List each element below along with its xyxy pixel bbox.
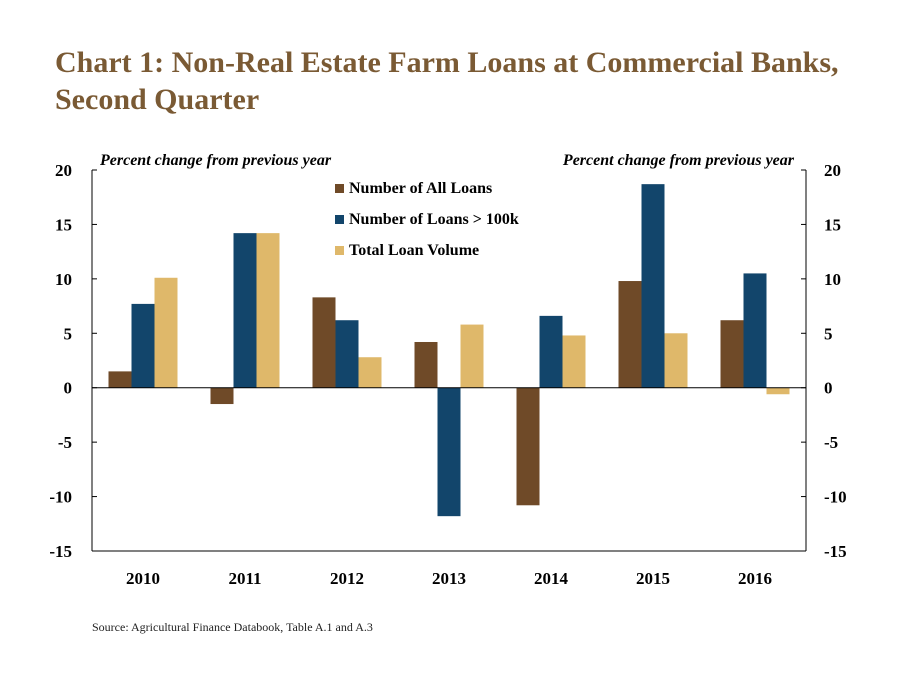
chart-title: Chart 1: Non-Real Estate Farm Loans at C… bbox=[55, 46, 839, 116]
bar-number-of-all-loans-2015 bbox=[618, 281, 642, 388]
x-tick-label: 2012 bbox=[330, 569, 364, 588]
bars-group bbox=[108, 184, 790, 517]
bar-total-loan-volume-2016 bbox=[766, 387, 790, 395]
bar-number-of-loans-100k-2014 bbox=[539, 315, 563, 388]
y-axis-label-left: Percent change from previous year bbox=[99, 152, 332, 169]
bar-number-of-loans-100k-2011 bbox=[233, 233, 257, 388]
y-tick-label-left: 15 bbox=[55, 215, 72, 234]
y-tick-label-left: -5 bbox=[58, 433, 72, 452]
y-axis-label-right: Percent change from previous year bbox=[562, 152, 795, 169]
y-tick-label-right: 20 bbox=[824, 161, 841, 180]
bar-number-of-all-loans-2010 bbox=[108, 371, 132, 388]
y-tick-label-right: 0 bbox=[824, 379, 833, 398]
y-tick-label-left: -10 bbox=[49, 488, 72, 507]
bar-number-of-all-loans-2011 bbox=[210, 387, 234, 405]
bar-number-of-all-loans-2013 bbox=[414, 341, 438, 388]
legend-label: Number of All Loans bbox=[349, 180, 492, 197]
legend-label: Total Loan Volume bbox=[349, 242, 479, 259]
y-tick-label-right: -5 bbox=[824, 433, 838, 452]
bar-number-of-all-loans-2016 bbox=[720, 320, 744, 388]
source-note: Source: Agricultural Finance Databook, T… bbox=[92, 620, 373, 634]
x-tick-label: 2013 bbox=[432, 569, 466, 588]
y-tick-label-left: 5 bbox=[64, 324, 73, 343]
x-tick-label: 2010 bbox=[126, 569, 160, 588]
x-tick-label: 2011 bbox=[228, 569, 261, 588]
legend-swatch bbox=[335, 246, 344, 255]
bar-total-loan-volume-2015 bbox=[664, 333, 688, 388]
bar-number-of-loans-100k-2016 bbox=[743, 273, 767, 388]
y-tick-label-right: 10 bbox=[824, 270, 841, 289]
y-tick-label-right: -10 bbox=[824, 488, 847, 507]
y-tick-label-right: -15 bbox=[824, 542, 847, 561]
bar-number-of-loans-100k-2012 bbox=[335, 320, 359, 388]
bar-total-loan-volume-2012 bbox=[358, 357, 382, 388]
bar-number-of-all-loans-2012 bbox=[312, 297, 336, 388]
bar-total-loan-volume-2010 bbox=[154, 277, 178, 388]
legend-swatch bbox=[335, 184, 344, 193]
legend-swatch bbox=[335, 215, 344, 224]
bar-total-loan-volume-2011 bbox=[256, 233, 280, 388]
x-tick-label: 2016 bbox=[738, 569, 772, 588]
bar-number-of-loans-100k-2015 bbox=[641, 184, 665, 388]
y-tick-label-right: 15 bbox=[824, 215, 841, 234]
y-tick-label-left: -15 bbox=[49, 542, 72, 561]
legend: Number of All Loans Number of Loans > 100… bbox=[335, 180, 519, 259]
y-tick-label-left: 10 bbox=[55, 270, 72, 289]
y-tick-label-left: 0 bbox=[64, 379, 73, 398]
bar-number-of-loans-100k-2010 bbox=[131, 303, 155, 388]
y-tick-label-left: 20 bbox=[55, 161, 72, 180]
bar-number-of-loans-100k-2013 bbox=[437, 387, 461, 517]
bar-total-loan-volume-2013 bbox=[460, 324, 484, 388]
x-tick-label: 2014 bbox=[534, 569, 569, 588]
x-tick-label: 2015 bbox=[636, 569, 670, 588]
legend-label: Number of Loans > 100k bbox=[349, 211, 519, 228]
y-tick-label-right: 5 bbox=[824, 324, 833, 343]
bar-total-loan-volume-2014 bbox=[562, 335, 586, 388]
bar-number-of-all-loans-2014 bbox=[516, 387, 540, 506]
